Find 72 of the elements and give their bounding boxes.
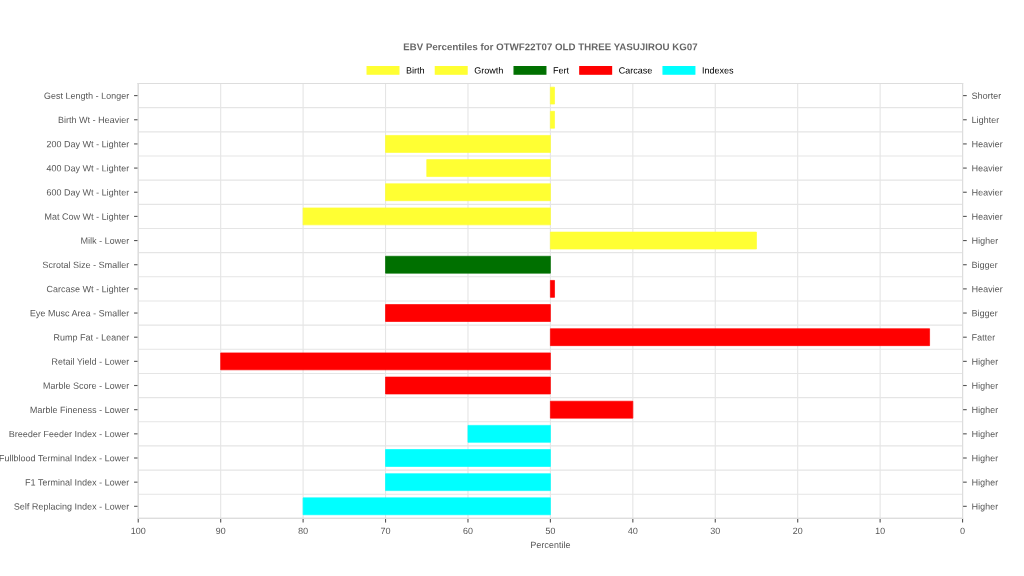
y-tick-label: 600 Day Wt - Lighter xyxy=(46,188,130,198)
y2-tick-label: Heavier xyxy=(972,140,1003,148)
y-tick-label: Retail Yield - Lower xyxy=(52,358,130,365)
x-tick-label: 80 xyxy=(298,527,308,535)
bar xyxy=(385,376,551,395)
x-tick-label: 50 xyxy=(545,527,556,535)
y-tick-label: Breeder Feeder Index - Lower xyxy=(9,430,130,438)
x-tick-label: 100 xyxy=(131,527,146,535)
x-tick-label: 0 xyxy=(960,527,965,535)
legend-label: Birth xyxy=(406,66,425,74)
y2-tick-label: Fatter xyxy=(972,334,996,341)
legend-label: Carcase xyxy=(619,67,652,74)
y-tick-label: Eye Musc Area - Smaller xyxy=(30,309,130,319)
bar xyxy=(426,159,551,177)
y2-tick-label: Higher xyxy=(972,430,999,439)
bar xyxy=(550,231,757,250)
x-tick-label: 90 xyxy=(216,527,226,535)
y-tick-label: Rump Fat - Leaner xyxy=(54,334,130,343)
y2-tick-label: Higher xyxy=(972,503,999,512)
y-tick-label: Scrotal Size - Smaller xyxy=(42,261,130,269)
y-tick-label: 200 Day Wt - Lighter xyxy=(46,140,130,150)
y-tick-label: Marble Score - Lower xyxy=(43,382,130,389)
bar xyxy=(385,255,551,274)
x-axis-title: Percentile xyxy=(531,541,571,549)
legend-label: Indexes xyxy=(702,66,734,74)
bar xyxy=(302,497,551,516)
bar xyxy=(302,207,551,226)
legend-label: Growth xyxy=(474,66,503,74)
y-tick-label: Mat Cow Wt - Lighter xyxy=(45,213,130,222)
bar xyxy=(385,304,551,322)
y-tick-label: Milk - Lower xyxy=(81,237,130,244)
x-tick-label: 40 xyxy=(628,527,638,535)
y2-tick-label: Higher xyxy=(972,406,999,415)
bar xyxy=(467,425,551,443)
y2-tick-label: Bigger xyxy=(972,261,998,270)
bar xyxy=(550,110,555,129)
y2-tick-label: Heavier xyxy=(972,164,1003,172)
y2-tick-label: Higher xyxy=(972,237,999,246)
y2-tick-label: Higher xyxy=(972,382,999,391)
bar xyxy=(385,135,551,153)
y-tick-label: Birth Wt - Heavier xyxy=(58,116,130,124)
y-tick-label: Carcase Wt - Lighter xyxy=(46,285,130,295)
y-tick-label: Fullblood Terminal Index - Lower xyxy=(0,454,130,462)
y2-tick-label: Higher xyxy=(972,358,999,367)
y2-tick-label: Bigger xyxy=(972,309,998,319)
x-tick-label: 10 xyxy=(875,527,885,535)
bar xyxy=(550,280,555,298)
y2-tick-label: Higher xyxy=(972,454,999,464)
x-tick-label: 70 xyxy=(380,527,391,535)
bar xyxy=(550,86,555,105)
y2-tick-label: Higher xyxy=(972,478,999,488)
x-tick-label: 20 xyxy=(793,527,803,535)
x-tick-label: 60 xyxy=(463,527,473,535)
x-tick-label: 30 xyxy=(710,527,720,535)
y-tick-label: Self Replacing Index - Lower xyxy=(14,503,130,512)
legend-label: Fert xyxy=(553,67,569,74)
bar xyxy=(385,449,551,467)
y-tick-label: F1 Terminal Index - Lower xyxy=(25,478,130,486)
chart-title: EBV Percentiles for OTWF22T07 OLD THREE YASUJIROU KG07 xyxy=(403,43,698,51)
y-tick-label: Gest Length - Longer xyxy=(44,92,130,101)
bar xyxy=(385,183,551,202)
y2-tick-label: Shorter xyxy=(972,92,1002,99)
y2-tick-label: Lighter xyxy=(972,116,1000,125)
y2-tick-label: Heavier xyxy=(972,188,1003,196)
bar xyxy=(385,473,551,491)
bar xyxy=(550,328,930,347)
y2-tick-label: Heavier xyxy=(972,213,1003,220)
bar xyxy=(220,352,551,371)
y-tick-label: 400 Day Wt - Lighter xyxy=(46,164,130,174)
bar xyxy=(550,400,634,419)
y-tick-label: Marble Fineness - Lower xyxy=(30,406,130,414)
y2-tick-label: Heavier xyxy=(972,285,1003,293)
